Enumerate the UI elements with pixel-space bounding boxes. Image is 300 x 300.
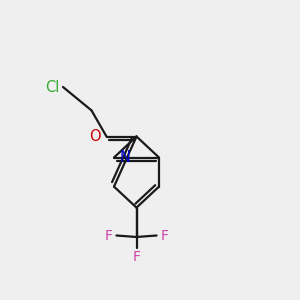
- Text: N: N: [119, 150, 130, 165]
- Text: F: F: [160, 229, 169, 243]
- Text: F: F: [133, 250, 140, 264]
- Text: O: O: [89, 129, 101, 144]
- Text: Cl: Cl: [46, 80, 60, 94]
- Text: F: F: [104, 229, 112, 243]
